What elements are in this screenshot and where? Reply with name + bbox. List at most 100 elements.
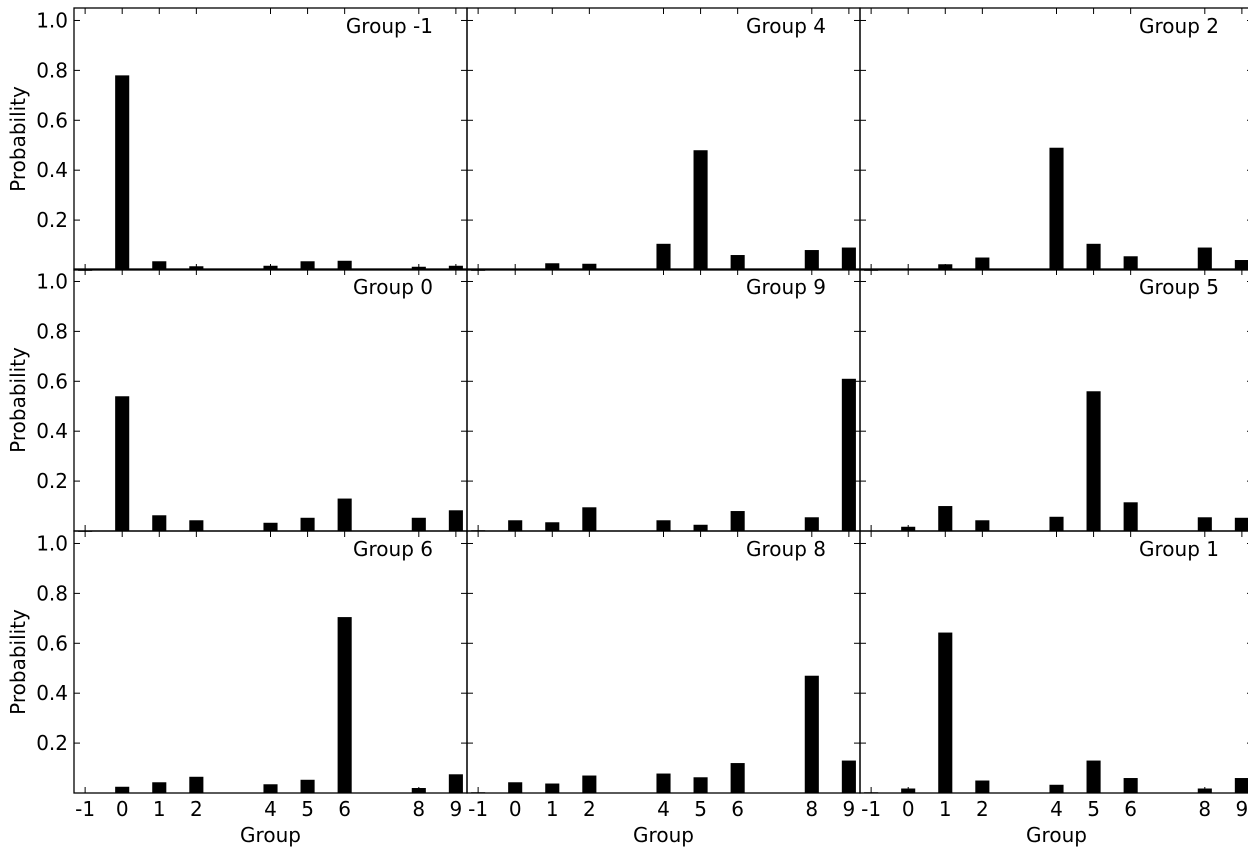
x-tick-label: 5 — [694, 797, 707, 821]
bar-9 — [1234, 778, 1248, 793]
panel-3: Group 2 — [859, 7, 1248, 271]
y-axis-label: Probability — [6, 86, 30, 192]
bar-6 — [1123, 256, 1138, 270]
axes-frame — [859, 530, 1248, 794]
axes-labels-layer: Probability Probability Probability Group Gr… — [6, 86, 1087, 847]
panel-1: Group -1 0.2 0.4 0.6 0.8 1.0 — [36, 7, 468, 271]
bar-8 — [411, 517, 426, 531]
bar-9 — [841, 247, 856, 270]
panel-title: Group 8 — [746, 537, 826, 561]
y-tick-label: 0.6 — [36, 108, 68, 132]
axes-frame — [466, 268, 861, 532]
bar-5 — [1086, 391, 1101, 531]
x-tick-label: 8 — [1198, 797, 1211, 821]
y-tick-label: 0.8 — [36, 581, 68, 605]
x-axis-label: Group — [633, 823, 694, 847]
bar-8 — [1197, 517, 1212, 531]
x-tick-label: 1 — [546, 797, 559, 821]
y-tick-label: 0.4 — [36, 681, 68, 705]
x-tick-label: -1 — [75, 797, 95, 821]
bar-6 — [730, 255, 745, 270]
x-axis-label: Group — [1026, 823, 1087, 847]
x-tick-label: -1 — [468, 797, 488, 821]
bar-6 — [337, 617, 352, 793]
panel-4: Group 0 0.2 0.4 0.6 0.8 1.0 — [36, 268, 468, 532]
panel-title: Group -1 — [346, 14, 433, 38]
x-tick-label: 5 — [1087, 797, 1100, 821]
panel-title: Group 0 — [353, 275, 433, 299]
y-tick-label: 0.4 — [36, 158, 68, 182]
axes-frame — [466, 530, 861, 794]
y-tick-label: 0.4 — [36, 419, 68, 443]
panel-5: Group 9 — [466, 268, 861, 532]
bar-8 — [804, 675, 819, 793]
bar-9 — [1234, 517, 1248, 531]
panel-title: Group 9 — [746, 275, 826, 299]
bar-6 — [730, 511, 745, 531]
x-tick-label: 1 — [153, 797, 166, 821]
bar-8 — [1197, 247, 1212, 270]
bar-5 — [693, 150, 708, 270]
bar-0 — [115, 396, 130, 531]
panel-title: Group 4 — [746, 14, 826, 38]
bar-1 — [938, 632, 953, 793]
bar-4 — [1049, 516, 1064, 531]
bar-9 — [448, 510, 463, 531]
bar-5 — [300, 779, 315, 793]
bar-0 — [115, 75, 130, 271]
panel-2: Group 4 — [466, 7, 861, 271]
bar-1 — [152, 515, 167, 531]
panel-title: Group 1 — [1139, 537, 1219, 561]
y-tick-label: 0.8 — [36, 319, 68, 343]
bar-8 — [804, 517, 819, 531]
x-tick-label: 4 — [657, 797, 670, 821]
x-tick-label: 2 — [583, 797, 596, 821]
panel-title: Group 6 — [353, 537, 433, 561]
bar-5 — [1086, 760, 1101, 793]
bar-5 — [693, 777, 708, 793]
bar-8 — [804, 250, 819, 270]
axes-frame — [73, 268, 468, 532]
bar-4 — [656, 243, 671, 270]
bar-5 — [300, 517, 315, 531]
x-tick-label: 4 — [1050, 797, 1063, 821]
bar-2 — [582, 507, 597, 531]
x-tick-label: -1 — [861, 797, 881, 821]
y-tick-label: 0.2 — [36, 469, 68, 493]
bar-2 — [189, 776, 204, 793]
x-tick-label: 0 — [116, 797, 129, 821]
x-tick-label: 4 — [264, 797, 277, 821]
x-tick-label: 9 — [1236, 797, 1248, 821]
bar-5 — [1086, 243, 1101, 270]
x-tick-label: 8 — [805, 797, 818, 821]
panel-7: Group 6 0.2 0.4 0.6 0.8 1.0 -1 0 1 2 4 5 6 8 9 — [36, 530, 468, 821]
bar-9 — [841, 378, 856, 531]
panels-layer: Group -1 0.2 0.4 0.6 0.8 1.0 Group 4 Group 2 Gro… — [36, 7, 1248, 821]
bar-6 — [1123, 778, 1138, 793]
x-tick-label: 2 — [976, 797, 989, 821]
bar-6 — [1123, 502, 1138, 531]
x-tick-label: 6 — [1124, 797, 1137, 821]
y-tick-label: 0.2 — [36, 731, 68, 755]
x-tick-label: 6 — [731, 797, 744, 821]
y-tick-label: 0.8 — [36, 58, 68, 82]
x-tick-label: 8 — [412, 797, 425, 821]
bar-6 — [337, 498, 352, 531]
x-axis-label: Group — [240, 823, 301, 847]
axes-frame — [859, 268, 1248, 532]
bar-2 — [582, 775, 597, 793]
x-tick-label: 9 — [450, 797, 463, 821]
y-tick-label: 0.6 — [36, 369, 68, 393]
x-tick-label: 2 — [190, 797, 203, 821]
y-axis-label: Probability — [6, 609, 30, 715]
y-tick-label: 0.2 — [36, 208, 68, 232]
y-tick-label: 1.0 — [36, 531, 68, 555]
panel-9: Group 1 -1 0 1 2 4 5 6 8 9 — [859, 530, 1248, 821]
x-tick-label: 0 — [509, 797, 522, 821]
y-tick-label: 1.0 — [36, 8, 68, 32]
bar-6 — [730, 763, 745, 793]
bar-4 — [656, 773, 671, 793]
y-axis-label: Probability — [6, 347, 30, 453]
panel-title: Group 5 — [1139, 275, 1219, 299]
